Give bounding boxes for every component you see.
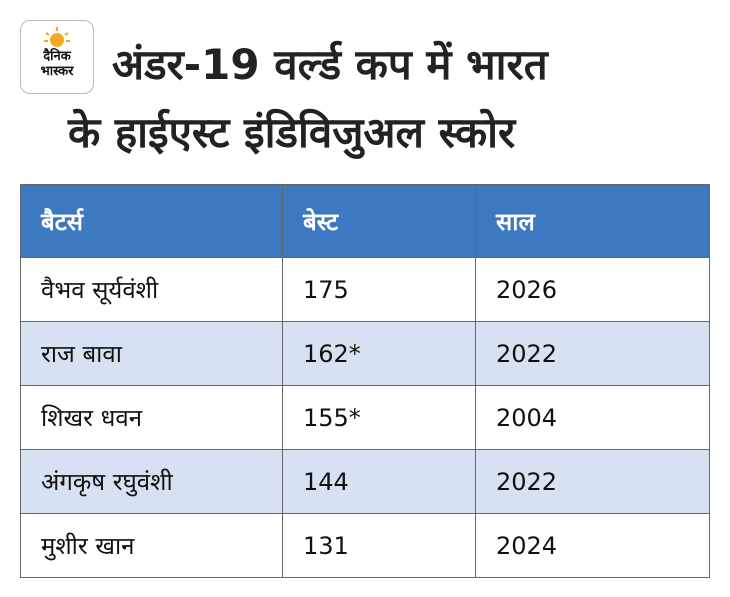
- title: के हाईएस्ट इंडिविजुअल स्कोर: [68, 108, 516, 157]
- table-row: वैभव सूर्यवंशी 175 2026: [20, 257, 710, 322]
- table-cell: 2024: [475, 513, 710, 578]
- header-row: बैटर्स बेस्ट साल: [20, 184, 710, 258]
- column-header: साल: [475, 184, 710, 258]
- logo-text: दैनिक: [43, 49, 71, 64]
- table-cell: 175: [282, 257, 476, 322]
- table-row: शिखर धवन 155* 2004: [20, 385, 710, 450]
- table-row: अंगकृष रघुवंशी 144 2022: [20, 449, 710, 514]
- table-cell: 2022: [475, 321, 710, 386]
- table-cell: 144: [282, 449, 476, 514]
- table-cell: 155*: [282, 385, 476, 450]
- table-cell: 2022: [475, 449, 710, 514]
- table-cell: 162*: [282, 321, 476, 386]
- table-cell: 2026: [475, 257, 710, 322]
- table-cell: अंगकृष रघुवंशी: [20, 449, 283, 514]
- table-cell: 131: [282, 513, 476, 578]
- table-cell: वैभव सूर्यवंशी: [20, 257, 283, 322]
- score-table: बैटर्स बेस्ट साल वैभव सूर्यवंशी 175 2026 राज …: [20, 184, 710, 578]
- column-header: बैटर्स: [20, 184, 283, 258]
- table-cell: राज बावा: [20, 321, 283, 386]
- table-row: राज बावा 162* 2022: [20, 321, 710, 386]
- table-cell: शिखर धवन: [20, 385, 283, 450]
- table-cell: 2004: [475, 385, 710, 450]
- column-header: बेस्ट: [282, 184, 476, 258]
- table-row: मुशीर खान 131 2024: [20, 513, 710, 578]
- table-cell: मुशीर खान: [20, 513, 283, 578]
- logo: दैनिक भास्कर: [20, 20, 94, 94]
- logo-sun: [44, 27, 70, 47]
- logo-text: भास्कर: [40, 64, 74, 79]
- title: अंडर-19 वर्ल्ड कप में भारत: [112, 40, 548, 89]
